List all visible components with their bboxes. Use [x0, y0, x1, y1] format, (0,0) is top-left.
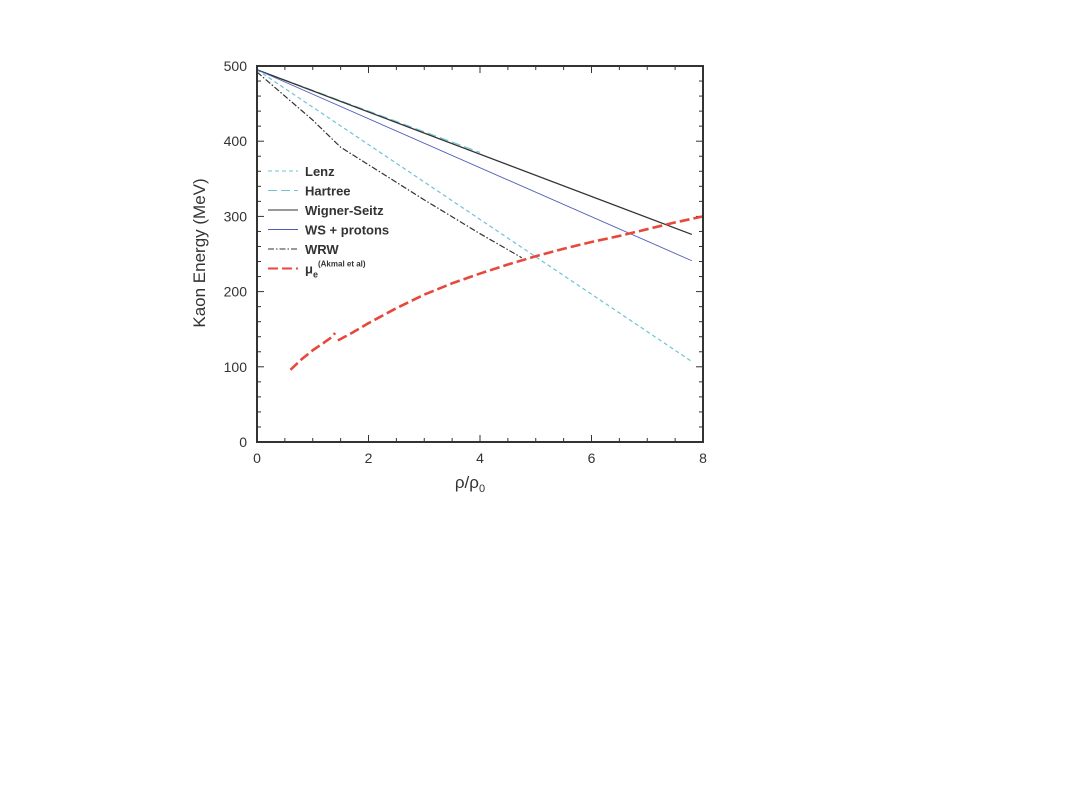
legend-label-wrw: WRW — [305, 242, 339, 257]
x-tick-label: 4 — [476, 450, 484, 466]
y-tick-label: 200 — [224, 284, 248, 300]
x-axis-label: ρ/ρ0 — [455, 473, 485, 495]
y-tick-label: 300 — [224, 208, 248, 224]
legend-label-wigner-seitz: Wigner-Seitz — [305, 203, 384, 218]
legend-label-hartree: Hartree — [305, 184, 351, 199]
x-axis-label-main: ρ/ρ — [455, 473, 479, 492]
x-axis-label-subscript: 0 — [479, 483, 485, 495]
plot-frame — [256, 65, 704, 443]
x-tick-label: 8 — [699, 450, 707, 466]
legend: Lenz Hartree Wigner-Seitz WS + protons WRW μe… — [268, 164, 389, 280]
y-tick-label: 100 — [224, 359, 248, 375]
x-tick-label: 6 — [588, 450, 596, 466]
tick-labels: 0 2 4 6 8 0 100 200 300 400 500 — [224, 58, 707, 466]
y-tick-label: 500 — [224, 58, 248, 74]
y-axis-label: Kaon Energy (MeV) — [190, 178, 209, 327]
series-line-wigner-seitz — [256, 69, 693, 236]
series-line-ws-protons — [256, 69, 693, 262]
legend-label-mu-e: μe(Akmal et al) — [305, 260, 366, 280]
legend-label-lenz: Lenz — [305, 164, 335, 179]
x-tick-label: 0 — [253, 450, 261, 466]
series-line-mu-e — [289, 332, 337, 371]
y-tick-label: 0 — [239, 434, 247, 450]
series-line-wrw — [256, 71, 523, 259]
series-line-lenz — [256, 69, 693, 363]
series-lines — [256, 69, 704, 371]
legend-label-ws-protons: WS + protons — [305, 223, 389, 238]
series-line-mu-e — [337, 215, 704, 342]
x-tick-label: 2 — [365, 450, 373, 466]
y-tick-label: 400 — [224, 133, 248, 149]
